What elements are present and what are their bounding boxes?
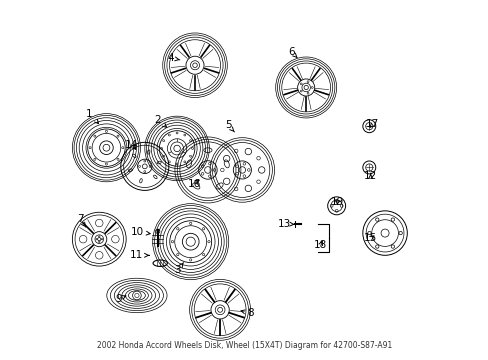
- Text: 10: 10: [130, 227, 150, 237]
- Text: 18: 18: [313, 240, 326, 250]
- Text: 11: 11: [130, 250, 149, 260]
- Text: 3: 3: [174, 262, 183, 275]
- Text: 12: 12: [364, 171, 377, 181]
- Text: 17: 17: [366, 120, 379, 129]
- Text: 9: 9: [115, 294, 125, 304]
- Text: 16: 16: [187, 179, 201, 189]
- Text: 6: 6: [287, 46, 297, 58]
- Text: 5: 5: [224, 121, 234, 132]
- Text: 8: 8: [241, 309, 254, 318]
- Text: 2: 2: [154, 115, 166, 127]
- Text: 19: 19: [330, 197, 344, 207]
- Text: 15: 15: [364, 233, 377, 243]
- Text: 1: 1: [86, 109, 99, 123]
- Text: 4: 4: [167, 53, 180, 63]
- Text: 14: 14: [124, 140, 138, 150]
- Text: 7: 7: [77, 215, 86, 227]
- Text: 2002 Honda Accord Wheels Disk, Wheel (15X4T) Diagram for 42700-S87-A91: 2002 Honda Accord Wheels Disk, Wheel (15…: [97, 341, 391, 350]
- Text: 13: 13: [277, 219, 293, 229]
